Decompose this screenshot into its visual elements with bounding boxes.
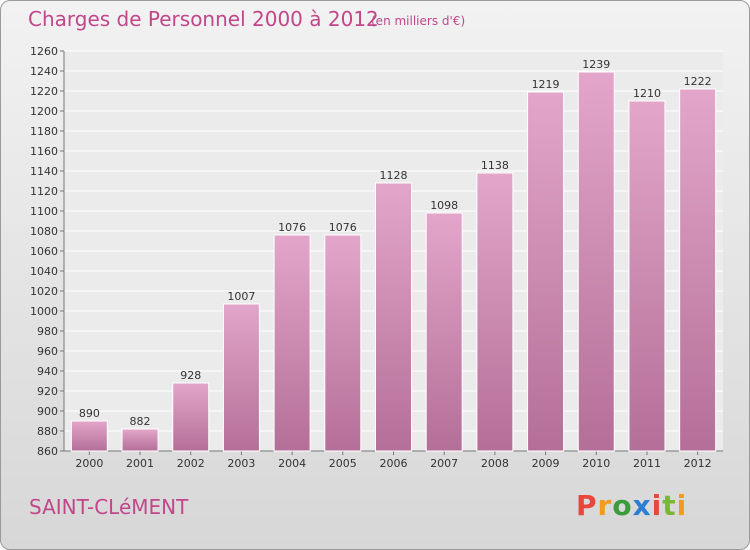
- x-tick-label-2004: 2004: [278, 457, 306, 470]
- y-tick-label: 960: [37, 345, 58, 358]
- y-tick-label: 1040: [30, 265, 58, 278]
- bar-2002: [172, 382, 210, 452]
- x-tick-label-2005: 2005: [329, 457, 357, 470]
- bar-2001: [121, 428, 159, 452]
- x-tick-label-2008: 2008: [481, 457, 509, 470]
- x-tick-label-2010: 2010: [582, 457, 610, 470]
- logo-letter: t: [662, 489, 677, 522]
- x-tick-label-2000: 2000: [75, 457, 103, 470]
- data-label-2007: 1098: [430, 199, 458, 212]
- bars: [70, 71, 717, 452]
- bar-2009: [527, 91, 565, 452]
- bar-2010: [577, 71, 615, 452]
- y-tick-label: 940: [37, 365, 58, 378]
- y-tick-label: 860: [37, 445, 58, 458]
- data-label-2006: 1128: [380, 169, 408, 182]
- logo-letter: o: [612, 489, 633, 522]
- y-tick-label: 920: [37, 385, 58, 398]
- bar-2012: [679, 88, 717, 452]
- data-label-2011: 1210: [633, 87, 661, 100]
- data-label-2004: 1076: [278, 221, 306, 234]
- y-tick-label: 1020: [30, 285, 58, 298]
- bar-2005: [324, 234, 362, 452]
- data-labels: 890 882 928 1007 1076 1076 1128 1098 1138 1219 123…: [79, 58, 712, 428]
- logo-letter: r: [597, 489, 613, 522]
- chart-subtitle: (en milliers d'€): [371, 14, 466, 28]
- y-tick-label: 1200: [30, 105, 58, 118]
- logo-letter: i: [651, 489, 663, 522]
- bar-2004: [273, 234, 311, 452]
- data-label-2001: 882: [130, 415, 151, 428]
- x-tick-label-2012: 2012: [684, 457, 712, 470]
- data-label-2010: 1239: [582, 58, 610, 71]
- y-tick-label: 900: [37, 405, 58, 418]
- x-tick-label-2003: 2003: [227, 457, 255, 470]
- y-tick-label: 980: [37, 325, 58, 338]
- y-tick-label: 1000: [30, 305, 58, 318]
- y-tick-label: 1220: [30, 85, 58, 98]
- bar-2006: [375, 182, 412, 452]
- bar-2003: [222, 303, 260, 452]
- y-tick-label: 1060: [30, 245, 58, 258]
- proxiti-logo: Proxiti: [576, 489, 687, 522]
- y-tick-label: 1180: [30, 125, 58, 138]
- bar-2000: [70, 420, 108, 452]
- data-label-2012: 1222: [684, 75, 712, 88]
- logo-letter: x: [632, 489, 652, 522]
- logo-letter: P: [576, 489, 598, 522]
- x-tick-label-2002: 2002: [177, 457, 205, 470]
- data-label-2005: 1076: [329, 221, 357, 234]
- x-tick-label-2001: 2001: [126, 457, 154, 470]
- bar-2008: [476, 172, 514, 452]
- logo-letter: i: [676, 489, 688, 522]
- chart-title: Charges de Personnel 2000 à 2012: [28, 7, 379, 31]
- bar-2007: [425, 212, 463, 452]
- data-label-2002: 928: [180, 369, 201, 382]
- bar-2011: [628, 100, 666, 452]
- y-tick-label: 1080: [30, 225, 58, 238]
- x-tick-label-2009: 2009: [532, 457, 560, 470]
- y-tick-label: 1260: [30, 45, 58, 58]
- town-name: SAINT-CLéMENT: [29, 495, 189, 519]
- x-tick-label-2011: 2011: [633, 457, 661, 470]
- y-tick-label: 1100: [30, 205, 58, 218]
- y-tick-label: 1240: [30, 65, 58, 78]
- y-tick-label: 1120: [30, 185, 58, 198]
- y-tick-label: 1140: [30, 165, 58, 178]
- x-tick-label-2007: 2007: [430, 457, 458, 470]
- data-label-2003: 1007: [227, 290, 255, 303]
- axes: 860 880 900 920 940 960 980 1000 1020 1040 1060 108…: [30, 45, 723, 470]
- y-tick-label: 1160: [30, 145, 58, 158]
- data-label-2000: 890: [79, 407, 100, 420]
- data-label-2009: 1219: [532, 78, 560, 91]
- y-tick-label: 880: [37, 425, 58, 438]
- x-tick-label-2006: 2006: [380, 457, 408, 470]
- data-label-2008: 1138: [481, 159, 509, 172]
